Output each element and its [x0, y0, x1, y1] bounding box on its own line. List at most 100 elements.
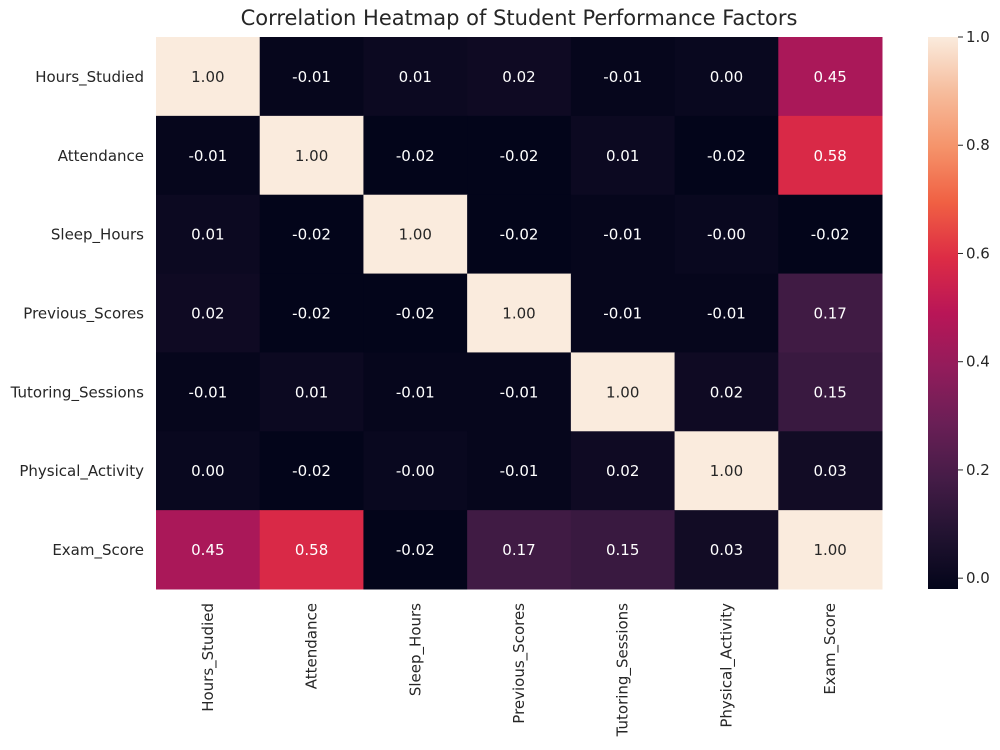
y-tick-label: Physical_Activity: [19, 462, 144, 481]
cell-value-label: 1.00: [399, 226, 432, 244]
cell-value-label: 1.00: [710, 462, 743, 480]
cell-value-label: -0.01: [603, 68, 642, 86]
heatmap-cell: [363, 510, 468, 590]
heatmap-cell: [674, 352, 779, 432]
x-tick-label: Attendance: [303, 603, 321, 689]
heatmap-cell: [156, 37, 261, 117]
heatmap-cell: [156, 510, 261, 590]
heatmap-cell: [467, 510, 572, 590]
heatmap-cell: [259, 194, 364, 275]
heatmap-cell: [778, 194, 883, 275]
heatmap-cell: [467, 194, 572, 275]
cell-value-label: -0.02: [396, 147, 435, 165]
heatmap-cell: [363, 115, 468, 196]
cell-value-label: 0.02: [191, 305, 224, 323]
cell-value-label: 0.02: [710, 383, 743, 401]
cell-value-label: -0.00: [396, 462, 435, 480]
cell-value-label: 0.00: [710, 68, 743, 86]
cell-value-label: 0.01: [606, 147, 639, 165]
cell-value-label: -0.01: [603, 305, 642, 323]
heatmap-cell: [156, 431, 261, 511]
heatmap-cell: [778, 273, 883, 353]
cell-value-label: -0.00: [707, 226, 746, 244]
cell-value-label: -0.02: [396, 541, 435, 559]
heatmap-cell: [156, 194, 261, 275]
cell-value-label: 0.01: [191, 226, 224, 244]
heatmap-cell: [570, 510, 676, 590]
colorbar-tick-label: 0.2: [966, 461, 990, 479]
cell-value-label: -0.01: [500, 462, 539, 480]
heatmap-cell: [156, 273, 261, 353]
colorbar-tick-label: 0.6: [966, 244, 990, 262]
cell-value-label: 1.00: [191, 68, 224, 86]
heatmap-cell: [674, 273, 779, 353]
heatmap-cell: [570, 431, 676, 511]
heatmap-cell: [570, 115, 676, 196]
heatmap-cell: [674, 115, 779, 196]
colorbar-tick-label: 0.8: [966, 136, 990, 154]
y-tick-label: Hours_Studied: [35, 68, 144, 87]
heatmap-cell: [467, 431, 572, 511]
colorbar-tick-label: 1.0: [966, 28, 990, 46]
heatmap-cell: [778, 431, 883, 511]
cell-value-label: -0.02: [500, 147, 539, 165]
cell-value-label: 0.17: [502, 541, 535, 559]
cell-value-label: 1.00: [295, 147, 328, 165]
heatmap-cell: [674, 510, 779, 590]
x-tick-label: Sleep_Hours: [406, 603, 425, 696]
x-tick-label: Hours_Studied: [199, 603, 218, 712]
cell-value-label: -0.01: [188, 383, 227, 401]
cell-value-label: 1.00: [813, 541, 846, 559]
colorbar-tick-label: 0.4: [966, 353, 990, 371]
cell-value-label: -0.02: [292, 462, 331, 480]
cell-value-label: 0.58: [813, 147, 846, 165]
cell-value-label: 1.00: [502, 305, 535, 323]
cell-value-label: 0.58: [295, 541, 328, 559]
heatmap-cell: [674, 37, 779, 117]
cell-value-label: 0.01: [295, 383, 328, 401]
cell-value-label: -0.02: [500, 226, 539, 244]
cell-value-label: 1.00: [606, 383, 639, 401]
y-tick-label: Sleep_Hours: [51, 226, 144, 245]
y-axis-tick-labels: Hours_Studied Attendance Sleep_Hours Previo…: [10, 68, 145, 560]
x-tick-label: Previous_Scores: [510, 603, 529, 724]
heatmap-cell: [259, 273, 364, 353]
heatmap-cell: [570, 352, 676, 432]
colorbar: 0.0 0.2 0.4 0.6 0.8 1.0: [928, 28, 990, 589]
cell-value-label: 0.03: [813, 462, 846, 480]
heatmap-cell: [778, 352, 883, 432]
x-tick-label: Tutoring_Sessions: [614, 603, 633, 738]
chart-title: Correlation Heatmap of Student Performan…: [240, 6, 798, 30]
heatmap-cell: [778, 37, 883, 117]
cell-value-label: -0.01: [292, 68, 331, 86]
y-tick-label: Tutoring_Sessions: [10, 383, 145, 402]
x-axis-tick-labels: Hours_Studied Attendance Sleep_Hours Previo…: [199, 603, 840, 738]
cell-value-label: 0.02: [606, 462, 639, 480]
heatmap-cell: [363, 431, 468, 511]
heatmap-cell: [467, 37, 572, 117]
cell-value-label: -0.01: [707, 305, 746, 323]
heatmap-cell: [674, 194, 779, 275]
x-tick-label: Exam_Score: [821, 603, 840, 695]
cell-value-label: -0.01: [500, 383, 539, 401]
cell-value-label: -0.02: [811, 226, 850, 244]
y-tick-label: Previous_Scores: [23, 305, 144, 324]
cell-value-label: 0.03: [710, 541, 743, 559]
heatmap-cell: [467, 352, 572, 432]
heatmap-cell: [259, 352, 364, 432]
heatmap-cell: [259, 115, 364, 196]
heatmap-cell: [156, 352, 261, 432]
cell-value-label: -0.02: [707, 147, 746, 165]
heatmap-cells: [156, 37, 883, 590]
cell-value-label: 0.01: [399, 68, 432, 86]
heatmap-cell: [363, 273, 468, 353]
heatmap-cell: [259, 431, 364, 511]
cell-value-label: 0.15: [813, 383, 846, 401]
heatmap-cell: [363, 352, 468, 432]
heatmap-cell: [259, 37, 364, 117]
x-tick-label: Physical_Activity: [717, 603, 736, 728]
cell-value-label: 0.00: [191, 462, 224, 480]
heatmap-cell: [778, 115, 883, 196]
cell-value-label: -0.02: [292, 226, 331, 244]
